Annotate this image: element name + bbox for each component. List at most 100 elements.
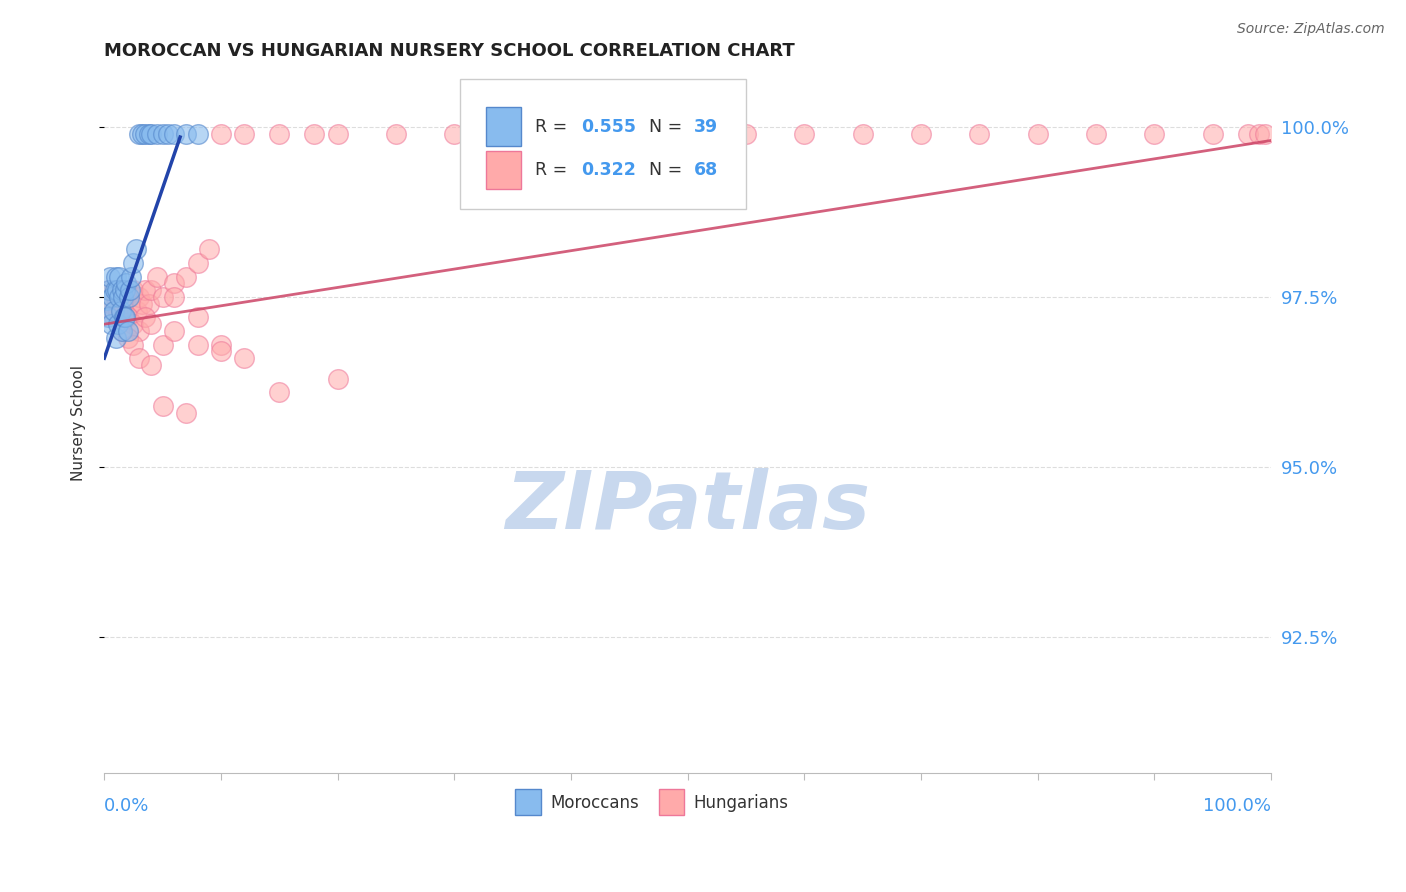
Text: 0.0%: 0.0% [104,797,149,815]
Point [1236,127,1258,141]
Point [1026,127,1049,141]
Point [852,127,875,141]
Point [138,127,160,141]
Point [122,283,145,297]
Point [104,331,127,345]
Point [107,303,129,318]
Point [1249,127,1271,141]
Point [117,331,139,345]
Point [163,324,186,338]
Point [103,310,125,325]
Point [134,283,156,297]
Point [139,127,162,141]
Point [131,127,153,141]
Point [118,290,141,304]
Point [910,127,932,141]
Text: R =: R = [534,118,572,136]
Point [233,127,256,141]
Point [1143,127,1166,141]
Point [134,127,156,141]
Point [114,283,136,297]
Point [128,290,150,304]
Point [111,324,134,338]
Point [304,127,326,141]
Point [152,127,174,141]
Point [97,283,120,297]
Text: Hungarians: Hungarians [693,794,789,812]
Point [187,310,209,325]
Point [152,290,174,304]
Point [125,303,148,318]
Point [101,290,124,304]
Point [146,269,169,284]
Point [114,310,136,325]
Point [122,317,145,331]
Point [443,127,465,141]
Point [326,371,349,385]
Text: 39: 39 [693,118,717,136]
Point [114,310,136,325]
Point [117,324,139,338]
Point [103,303,125,318]
FancyBboxPatch shape [515,789,541,815]
Point [112,310,135,325]
Point [98,269,121,284]
Point [269,385,291,400]
Point [174,127,197,141]
Point [128,351,150,366]
Point [152,399,174,413]
Point [187,256,209,270]
Text: 0.322: 0.322 [582,161,637,179]
Point [105,283,128,297]
Point [131,297,153,311]
Point [100,297,122,311]
Point [163,277,186,291]
Point [134,310,156,325]
FancyBboxPatch shape [658,789,685,815]
Text: N =: N = [637,118,688,136]
Point [793,127,815,141]
Point [326,127,349,141]
Point [385,127,408,141]
Point [118,297,141,311]
Point [125,243,148,257]
Point [108,290,131,304]
Point [163,290,186,304]
Point [117,290,139,304]
Point [122,337,145,351]
Point [209,127,232,141]
Point [118,283,141,297]
Text: 68: 68 [693,161,718,179]
FancyBboxPatch shape [486,107,520,146]
Point [174,269,197,284]
Text: R =: R = [534,161,572,179]
Text: 0.555: 0.555 [582,118,637,136]
Y-axis label: Nursery School: Nursery School [72,365,86,481]
Text: Moroccans: Moroccans [550,794,638,812]
Point [676,127,699,141]
Point [174,406,197,420]
Point [139,283,162,297]
Point [97,310,120,325]
FancyBboxPatch shape [486,151,520,189]
Point [233,351,256,366]
Point [111,324,134,338]
Point [100,317,122,331]
Point [163,127,186,141]
Point [139,358,162,372]
Point [96,293,118,308]
Text: ZIPatlas: ZIPatlas [505,468,870,546]
Point [209,344,232,359]
Point [107,317,129,331]
Point [111,283,134,297]
Point [104,290,127,304]
Point [198,243,221,257]
Point [502,127,524,141]
Point [115,277,138,291]
Text: Source: ZipAtlas.com: Source: ZipAtlas.com [1237,22,1385,37]
Point [128,127,150,141]
Point [187,127,209,141]
Text: MOROCCAN VS HUNGARIAN NURSERY SCHOOL CORRELATION CHART: MOROCCAN VS HUNGARIAN NURSERY SCHOOL COR… [104,42,794,60]
FancyBboxPatch shape [460,79,747,209]
Point [152,337,174,351]
